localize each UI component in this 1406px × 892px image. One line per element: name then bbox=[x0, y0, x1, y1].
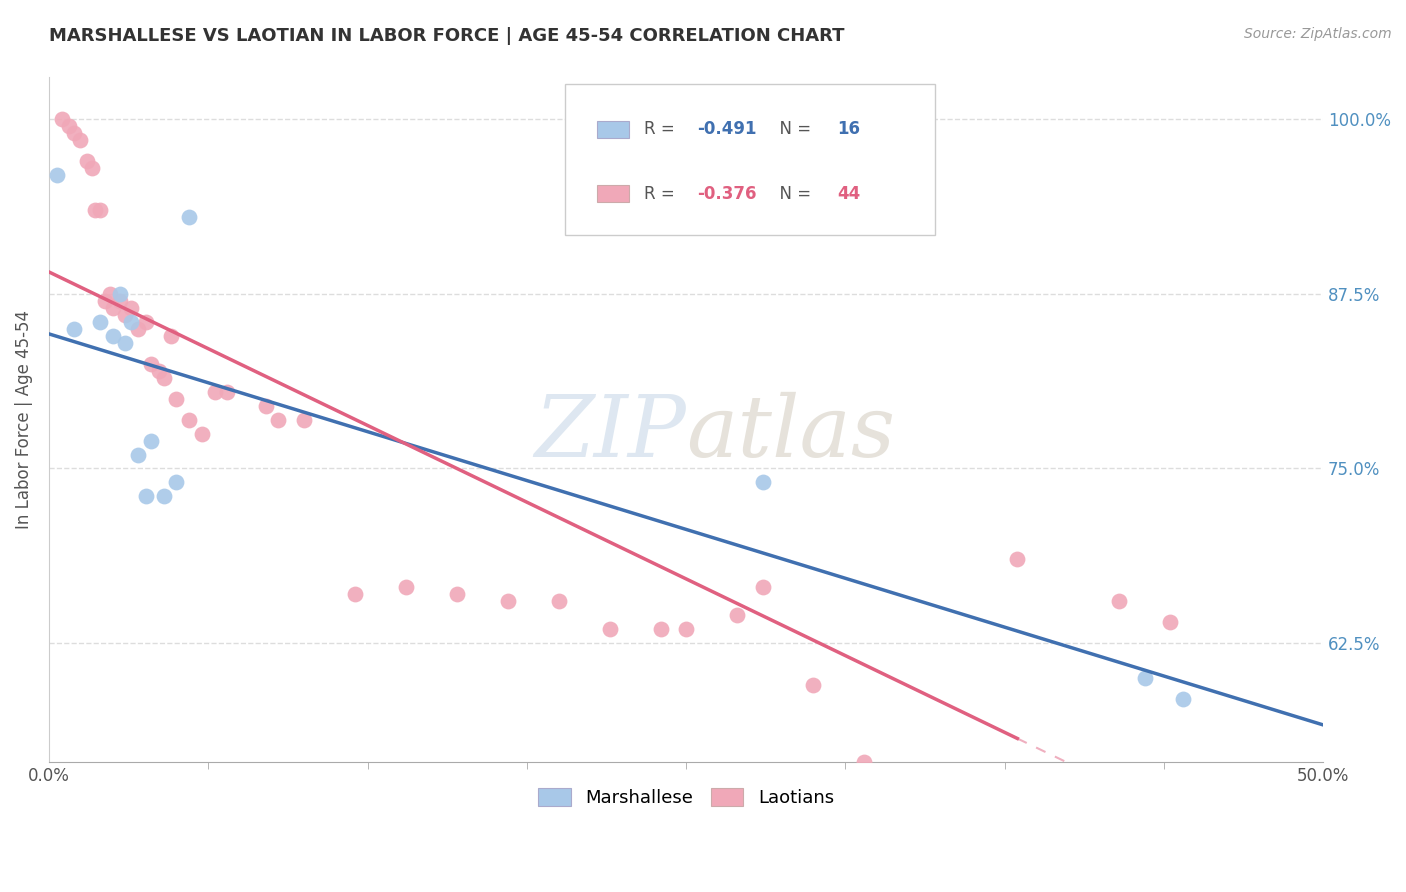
Text: ZIP: ZIP bbox=[534, 392, 686, 475]
Point bbox=[853, 755, 876, 769]
Point bbox=[89, 315, 111, 329]
Text: 44: 44 bbox=[838, 185, 860, 202]
Point bbox=[179, 210, 201, 224]
Text: R =: R = bbox=[644, 120, 681, 138]
Point bbox=[547, 594, 569, 608]
Point bbox=[152, 490, 174, 504]
Text: Source: ZipAtlas.com: Source: ZipAtlas.com bbox=[1244, 27, 1392, 41]
Point bbox=[69, 133, 91, 147]
Point bbox=[254, 399, 277, 413]
Text: atlas: atlas bbox=[686, 392, 896, 475]
Point bbox=[135, 315, 157, 329]
Point bbox=[45, 168, 67, 182]
Point bbox=[82, 161, 104, 176]
Text: R =: R = bbox=[644, 185, 681, 202]
Point bbox=[83, 203, 105, 218]
Point bbox=[1108, 594, 1130, 608]
Point bbox=[51, 112, 73, 127]
FancyBboxPatch shape bbox=[598, 186, 628, 202]
Point bbox=[98, 286, 121, 301]
Point bbox=[114, 335, 136, 350]
Point bbox=[395, 580, 418, 594]
Point bbox=[1007, 552, 1029, 566]
Point bbox=[1159, 615, 1181, 629]
Point bbox=[496, 594, 519, 608]
Point bbox=[1133, 671, 1156, 685]
Point bbox=[127, 322, 149, 336]
Point bbox=[135, 490, 157, 504]
Point bbox=[76, 154, 98, 169]
Text: -0.376: -0.376 bbox=[697, 185, 756, 202]
Point bbox=[803, 678, 825, 692]
Point bbox=[101, 301, 124, 315]
Point bbox=[599, 622, 621, 636]
Point bbox=[114, 308, 136, 322]
Point bbox=[204, 384, 226, 399]
Point bbox=[292, 412, 315, 426]
Point bbox=[165, 475, 187, 490]
Point bbox=[675, 622, 697, 636]
Point bbox=[217, 384, 239, 399]
Point bbox=[165, 392, 187, 406]
Point bbox=[191, 426, 214, 441]
Point bbox=[343, 587, 366, 601]
Point bbox=[160, 328, 183, 343]
Text: MARSHALLESE VS LAOTIAN IN LABOR FORCE | AGE 45-54 CORRELATION CHART: MARSHALLESE VS LAOTIAN IN LABOR FORCE | … bbox=[49, 27, 845, 45]
Point bbox=[446, 587, 468, 601]
Point bbox=[120, 301, 142, 315]
Point bbox=[148, 364, 170, 378]
Point bbox=[58, 120, 80, 134]
Text: 16: 16 bbox=[838, 120, 860, 138]
Point bbox=[139, 357, 162, 371]
Point bbox=[139, 434, 162, 448]
Point bbox=[101, 328, 124, 343]
Point bbox=[63, 126, 86, 140]
Point bbox=[751, 580, 773, 594]
Point bbox=[89, 203, 111, 218]
Point bbox=[751, 475, 773, 490]
Point bbox=[110, 286, 132, 301]
Point bbox=[63, 322, 86, 336]
Point bbox=[120, 315, 142, 329]
Legend: Marshallese, Laotians: Marshallese, Laotians bbox=[531, 780, 841, 814]
Text: -0.491: -0.491 bbox=[697, 120, 756, 138]
Point bbox=[127, 448, 149, 462]
Point bbox=[1171, 692, 1194, 706]
Point bbox=[650, 622, 672, 636]
Point bbox=[179, 412, 201, 426]
Point bbox=[929, 769, 952, 783]
Point bbox=[94, 293, 117, 308]
FancyBboxPatch shape bbox=[565, 84, 935, 235]
FancyBboxPatch shape bbox=[598, 121, 628, 138]
Text: N =: N = bbox=[769, 120, 817, 138]
Point bbox=[267, 412, 290, 426]
Point bbox=[110, 293, 132, 308]
Y-axis label: In Labor Force | Age 45-54: In Labor Force | Age 45-54 bbox=[15, 310, 32, 529]
Point bbox=[725, 608, 748, 623]
Point bbox=[152, 370, 174, 384]
Text: N =: N = bbox=[769, 185, 817, 202]
